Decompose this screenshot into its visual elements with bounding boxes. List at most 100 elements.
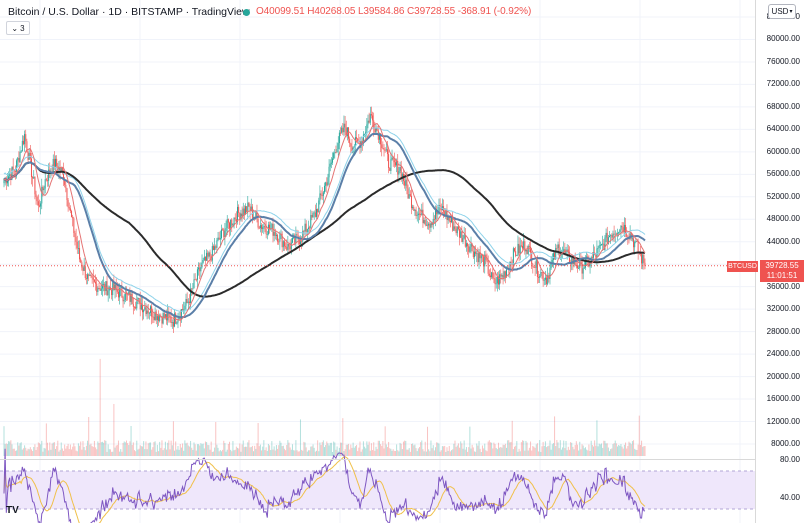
candle-body	[265, 229, 267, 235]
candle-body	[116, 289, 118, 292]
volume-bar	[444, 445, 446, 456]
volume-bar	[261, 450, 263, 456]
candle-body	[92, 277, 94, 280]
candle-body	[459, 229, 461, 238]
volume-bar	[353, 447, 355, 456]
volume-bar	[92, 446, 94, 456]
pane-separator[interactable]	[0, 459, 755, 460]
candle-body	[567, 249, 569, 252]
candle-body	[3, 180, 5, 184]
volume-bar	[24, 445, 26, 456]
candle-body	[285, 246, 287, 248]
candle-body	[188, 301, 190, 303]
volume-bar	[105, 440, 107, 456]
volume-bar	[210, 441, 212, 456]
candle-body	[605, 232, 607, 238]
candle-body	[68, 207, 70, 209]
volume-bar	[536, 443, 538, 456]
candle-body	[433, 219, 435, 220]
candle-body	[417, 213, 419, 216]
candle-body	[133, 306, 135, 308]
volume-bar	[487, 441, 489, 456]
candle-body	[148, 312, 150, 314]
candle-body	[215, 246, 217, 248]
volume-bar	[354, 446, 356, 456]
candle-body	[588, 259, 590, 267]
indicators-toggle[interactable]: ⌄ 3	[6, 21, 30, 35]
candle-body	[114, 284, 116, 291]
volume-bar	[202, 443, 204, 456]
volume-bar	[617, 446, 619, 456]
volume-bar	[509, 442, 511, 456]
candle-body	[34, 177, 36, 195]
candle-body	[69, 208, 71, 212]
volume-bar	[81, 449, 83, 456]
candle-body	[66, 188, 68, 200]
volume-bar	[633, 440, 635, 456]
candle-body	[401, 173, 403, 179]
candle-body	[461, 231, 463, 242]
candle-body	[227, 219, 229, 223]
volume-bar	[524, 450, 526, 456]
candle-body	[478, 251, 480, 263]
volume-bar	[581, 444, 583, 456]
price-chart[interactable]	[0, 0, 755, 523]
volume-bar	[123, 441, 125, 456]
candle-body	[38, 205, 40, 207]
candle-body	[21, 140, 23, 152]
volume-bar	[97, 441, 99, 456]
volume-bar	[439, 451, 441, 456]
tradingview-logo[interactable]: TV	[6, 505, 19, 516]
candle-body	[172, 322, 174, 327]
volume-bar	[614, 440, 616, 456]
candle-body	[503, 271, 505, 278]
volume-bar	[243, 446, 245, 456]
volume-bar	[485, 450, 487, 456]
candle-body	[263, 226, 265, 228]
volume-bar	[191, 447, 193, 456]
volume-bar	[218, 451, 220, 456]
candle-body	[76, 241, 78, 249]
volume-bar	[376, 449, 378, 456]
volume-bar	[153, 442, 155, 456]
volume-bar	[318, 451, 320, 456]
candle-body	[6, 180, 8, 184]
candle-body	[302, 230, 304, 242]
volume-bar	[280, 442, 282, 456]
symbol-title[interactable]: Bitcoin / U.S. Dollar · 1D · BITSTAMP · …	[8, 6, 250, 18]
candle-body	[496, 276, 498, 284]
volume-bar	[35, 449, 37, 456]
volume-bar	[551, 444, 553, 456]
candle-body	[328, 166, 330, 178]
candle-body	[42, 186, 44, 191]
candle-body	[167, 312, 169, 321]
candle-body	[348, 127, 350, 139]
volume-bar	[34, 444, 36, 456]
candle-body	[398, 170, 400, 175]
volume-bar	[88, 417, 90, 456]
volume-bar	[644, 446, 646, 456]
volume-bar	[33, 446, 35, 456]
volume-bar	[383, 448, 385, 456]
volume-bar	[469, 426, 471, 456]
candle-body	[540, 272, 542, 276]
volume-bar	[193, 442, 195, 456]
candle-body	[255, 212, 257, 218]
candle-body	[129, 291, 131, 302]
volume-bar	[604, 440, 606, 456]
candle-body	[309, 227, 311, 229]
volume-bar	[147, 443, 149, 456]
candle-body	[131, 293, 133, 305]
volume-bar	[38, 443, 40, 456]
volume-bar	[151, 449, 153, 456]
volume-bar	[272, 449, 274, 456]
volume-bar	[377, 440, 379, 456]
volume-bar	[594, 440, 596, 456]
candle-body	[522, 245, 524, 249]
candle-body	[241, 213, 243, 217]
candle-body	[243, 208, 245, 215]
candle-body	[311, 214, 313, 218]
currency-selector[interactable]: USD ▾	[768, 4, 796, 19]
candle-body	[571, 257, 573, 265]
volume-bar	[496, 449, 498, 456]
